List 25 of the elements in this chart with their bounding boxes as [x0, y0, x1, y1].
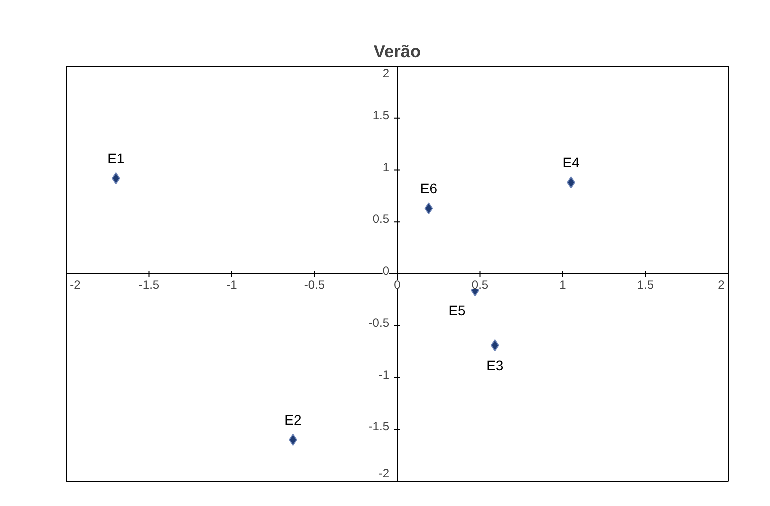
x-tick-label: -1 — [226, 278, 238, 292]
x-tick-label: 0.5 — [472, 278, 489, 292]
x-tick-label: -0.5 — [304, 278, 326, 292]
y-tick-label: 0 — [382, 264, 390, 278]
annotation: E2 — [284, 412, 302, 428]
x-tick-label: -1.5 — [138, 278, 160, 292]
y-tick-label: -0.5 — [368, 316, 390, 330]
x-tick-label: 2 — [718, 278, 726, 292]
annotation: E4 — [562, 154, 580, 171]
x-tick-label: 0 — [394, 278, 402, 292]
x-tick-label: 1 — [560, 278, 567, 292]
annotation: E5 — [448, 302, 466, 319]
chart-title: Verão — [374, 42, 422, 62]
y-tick-label: 0.5 — [372, 212, 390, 226]
annotation: E6 — [420, 180, 438, 197]
annotation: E1 — [108, 150, 125, 167]
y-tick-label: -1 — [378, 368, 390, 382]
y-tick-label: -2 — [378, 466, 390, 480]
y-tick-label: 1 — [382, 160, 390, 174]
y-tick-label: 2 — [382, 66, 390, 80]
y-tick-label: -1.5 — [368, 420, 390, 434]
x-tick-label: -2 — [70, 278, 82, 292]
annotation: E3 — [486, 358, 504, 374]
x-tick-label: 1.5 — [637, 278, 654, 292]
y-tick-label: 1.5 — [372, 108, 390, 122]
